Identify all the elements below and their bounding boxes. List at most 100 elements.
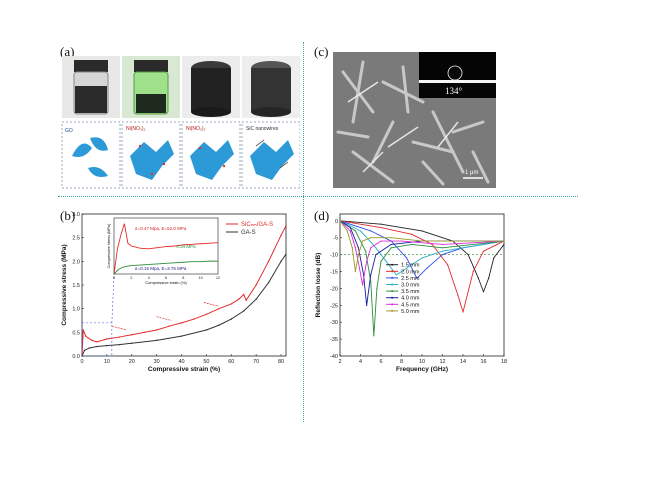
scale-bar-label: 1 μm [465,170,478,176]
d-y-tick-label-0: 0 [335,219,338,225]
d-series-4-point-9 [441,247,444,249]
d-series-6-point-7 [380,240,382,242]
d-series-4-point-7 [390,247,392,249]
schematic-nickel-1 [121,121,181,189]
label-ni-1: Ni(NO₃)₂ [126,126,146,132]
d-series-4-point-1 [354,230,356,232]
d-series-7-point-4 [357,253,360,256]
x-tick-label-8: 80 [278,359,284,365]
series-0-point-10 [155,329,158,331]
series-0-point-17 [238,298,240,300]
series-0-point-6 [106,338,108,340]
d-series-2-point-6 [441,253,444,256]
panel-d: 2 4 6 8 10 12 14 16 18 0 -5 -10 -15 -20 -25 -30 -35 -40 Fr… [312,208,512,378]
d-series-line-1 [339,220,505,313]
d-series-6-point-1 [349,230,351,232]
series-0-point-2 [85,335,87,337]
series-0-point-15 [218,307,220,310]
d-y-tick-label-1: -5 [333,236,338,242]
panel-label-c: (c) [314,44,329,59]
d-series-7-point-9 [503,240,505,242]
label-ni-2: Ni(NO₃)₂ [186,126,206,132]
series-1-point-8 [180,335,183,337]
d-series-1-point-3 [431,243,433,246]
y-tick-label-1: 0.5 [72,330,80,336]
d-legend-label-5: 4.0 mm [401,296,420,302]
series-0-point-22 [280,234,282,236]
label-sic: SiC nanowires [246,126,279,132]
legend-label-0: SiCₙₘ/GA-S [241,222,273,228]
series-0-point-21 [267,260,270,263]
zoom-box [81,322,113,357]
y-tick-label-2: 1.0 [72,307,80,313]
d-series-5-point-5 [370,274,372,276]
d-series-0-point-9 [503,243,505,246]
d-legend-marker-6 [391,303,394,306]
d-series-2-point-3 [406,257,408,259]
d-legend-marker-7 [391,309,394,312]
label-go: GO [65,128,73,134]
x-tick-label-1: 10 [104,359,110,365]
series-0-point-16 [230,303,232,305]
d-series-6-point-4 [361,284,364,286]
d-legend-label-7: 5.0 mm [401,309,420,315]
d-series-0-point-4 [467,253,469,256]
d-series-6-point-2 [354,247,356,249]
inset-x-tick-label-2: 4 [148,276,150,280]
d-series-5-point-4 [366,304,368,306]
d-series-6-point-3 [358,267,361,269]
d-series-3-point-6 [421,257,423,259]
series-0-point-4 [91,339,93,342]
panel-a: GO Ni(NO₃)₂ Ni(NO₃)₂ SiC nanowires [60,56,301,190]
series-0-point-3 [87,337,89,339]
d-series-0-point-2 [421,230,423,232]
series-1-point-11 [230,318,232,320]
series-1-point-3 [96,345,98,348]
d-y-tick-label-6: -30 [330,320,338,326]
d-x-tick-label-7: 16 [480,359,486,365]
photo-nickel-solution [122,56,180,118]
photo-go-suspension [62,56,120,118]
d-legend-marker-5 [391,296,394,299]
x-axis-label: Compressive strain (%) [148,366,220,373]
d-x-tick-label-3: 8 [400,359,403,365]
series-0-point-13 [193,318,195,320]
schematic-nickel-2 [181,121,241,189]
d-series-4-point-3 [370,281,372,283]
inset-x-tick-label-3: 6 [165,276,167,280]
d-series-1-point-1 [380,226,382,229]
y-tick-label-5: 2.5 [72,236,80,242]
d-x-axis-label: Frequency (GHz) [396,366,448,373]
d-y-axis-label: Reflection losse (dB) [315,253,322,318]
series-line-0 [81,225,287,357]
d-legend-label-0: 1.5 mm [401,263,420,269]
d-series-6-point-9 [441,243,444,246]
series-0-point-5 [96,341,98,343]
water-droplet [447,65,463,81]
d-series-7-point-5 [361,240,364,242]
d-series-3-point-2 [375,247,377,249]
arrow-0 [111,325,127,331]
d-x-tick-label-1: 4 [359,359,362,365]
d-series-1-point-6 [462,311,464,313]
d-series-2-point-4 [416,277,418,279]
series-0-point-14 [205,313,208,316]
photo-black-gel [182,56,240,118]
d-series-1-point-7 [472,270,474,273]
d-x-tick-label-8: 18 [501,359,507,365]
x-tick-label-0: 0 [80,359,83,365]
y-tick-label-3: 1.5 [72,283,80,289]
x-tick-label-2: 20 [129,359,135,365]
d-series-7-point-3 [354,270,356,273]
d-series-1-point-4 [447,264,449,266]
d-series-1-point-2 [411,233,413,235]
d-series-3-point-4 [395,274,397,276]
series-1-point-6 [131,342,133,344]
d-series-7-point-2 [351,247,353,249]
d-series-2-point-5 [426,267,428,269]
d-series-1-point-5 [457,294,459,296]
d-legend-label-2: 2.5 mm [401,276,420,282]
d-series-0-point-5 [477,277,479,279]
panel-b: 0 10 20 30 40 50 60 70 80 0.0 0.5 1.0 1.5 2.0 2.5 3.0 Co… [58,208,298,378]
panel-label-a: (a) [60,44,75,59]
